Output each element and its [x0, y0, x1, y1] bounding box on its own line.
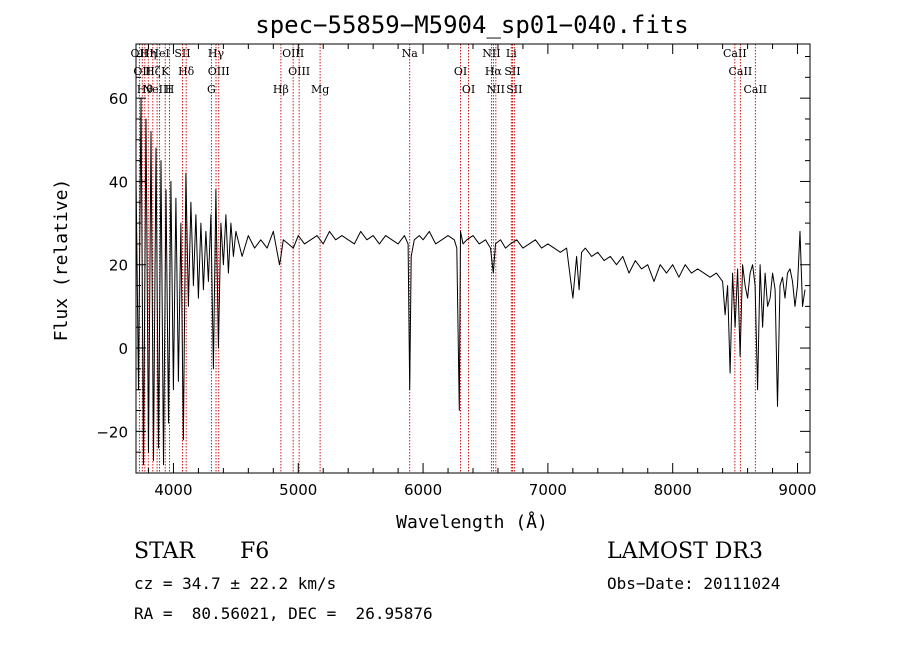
line-marker-label: K — [161, 65, 170, 78]
line-marker-label: SII — [174, 47, 190, 60]
line-marker-label: SII — [506, 83, 522, 96]
chart-title: spec−55859−M5904_sp01−040.fits — [255, 11, 688, 39]
line-marker-label: OII — [131, 47, 149, 60]
line-marker-label: Li — [506, 47, 517, 60]
line-marker-label: OII — [133, 65, 151, 78]
spectrum-line — [135, 97, 806, 466]
line-marker-label: OI — [462, 83, 475, 96]
survey-name: LAMOST DR3 — [607, 539, 763, 564]
line-marker-label: Hβ — [273, 83, 289, 96]
line-marker-label: OIII — [288, 65, 310, 78]
y-tick-label: 0 — [118, 340, 128, 358]
x-tick-label: 7000 — [529, 481, 567, 499]
object-class: STAR — [134, 539, 195, 564]
line-marker-label: Hδ — [178, 65, 195, 78]
y-tick-label: 40 — [109, 173, 128, 191]
line-marker-label: OI — [454, 65, 467, 78]
y-axis-label: Flux (relative) — [51, 179, 72, 342]
line-marker-label: NeIII — [143, 83, 172, 96]
line-marker-label: NII — [487, 83, 505, 96]
line-marker-label: Mg — [311, 83, 329, 96]
plot-frame — [135, 43, 811, 474]
line-marker-label: Hη — [140, 47, 156, 60]
x-tick-label: 4000 — [154, 481, 192, 499]
line-marker-label: OIII — [208, 65, 230, 78]
x-tick-label: 5000 — [279, 481, 317, 499]
line-marker-labels: OII OII Hθ Hη Hζ NeIII HeI KH SII Hδ G Hγ OIII Hβ OIII… — [131, 47, 768, 96]
x-tick-label: 6000 — [404, 481, 442, 499]
x-tick-label: 8000 — [654, 481, 692, 499]
x-axis-label: Wavelength (Å) — [396, 511, 548, 533]
line-marker-label: Hγ — [208, 47, 225, 60]
y-tick-label: −20 — [96, 423, 128, 441]
line-marker-label: Hζ — [145, 65, 161, 78]
line-marker-label: NII — [482, 47, 500, 60]
object-subclass: F6 — [240, 539, 270, 564]
line-marker-label: HeI — [149, 47, 169, 60]
redshift-cz: cz = 34.7 ± 22.2 km/s — [134, 574, 337, 593]
line-marker-label: Hθ — [137, 83, 154, 96]
x-tick-label: 9000 — [778, 481, 816, 499]
series-group — [135, 97, 806, 466]
line-marker-label: G — [207, 83, 216, 96]
line-marker-label: Na — [402, 47, 419, 60]
line-marker-label: H — [165, 83, 175, 96]
axes-group: 4000 5000 6000 7000 8000 9000 −20 0 20 40 60 — [96, 43, 817, 499]
y-tick-label: 20 — [109, 257, 128, 275]
emission-line-markers — [138, 44, 756, 473]
line-marker-label: Hα — [485, 65, 503, 78]
line-marker-label: OIII — [282, 47, 304, 60]
observation-date: Obs−Date: 20111024 — [607, 574, 781, 593]
coordinates: RA = 80.56021, DEC = 26.95876 — [134, 604, 433, 623]
line-marker-label: CaII — [723, 47, 747, 60]
y-tick-label: 60 — [109, 90, 128, 108]
line-marker-label: CaII — [743, 83, 767, 96]
line-marker-label: SII — [504, 65, 520, 78]
line-marker-label: CaII — [729, 65, 753, 78]
